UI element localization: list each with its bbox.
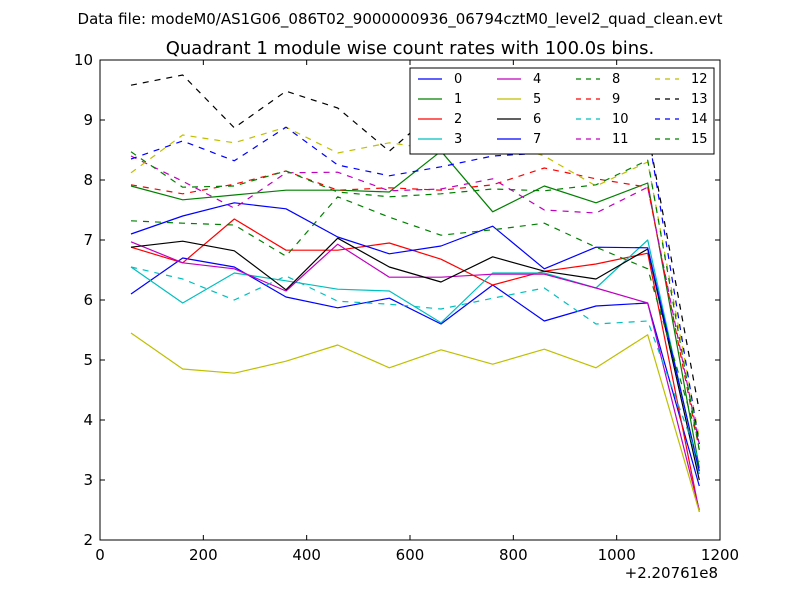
series-line-0 xyxy=(130,257,700,487)
y-tick-label: 8 xyxy=(83,171,93,189)
series-line-5 xyxy=(130,332,700,512)
x-tick-label: 1200 xyxy=(701,546,739,564)
legend-item-11: 11 xyxy=(576,132,629,147)
legend-label: 8 xyxy=(612,72,620,87)
legend-label: 14 xyxy=(691,112,708,127)
series-line-7 xyxy=(130,202,700,472)
legend-item-1: 1 xyxy=(418,92,462,107)
x-tick-label: 1000 xyxy=(598,546,636,564)
legend-item-15: 15 xyxy=(655,132,708,147)
legend-label: 3 xyxy=(454,132,462,147)
legend-item-2: 2 xyxy=(418,112,462,127)
series-line-14 xyxy=(130,119,700,445)
chart-title: Quadrant 1 module wise count rates with … xyxy=(166,38,655,59)
series-line-8 xyxy=(130,196,700,445)
legend-item-10: 10 xyxy=(576,112,629,127)
legend-label: 5 xyxy=(533,92,541,107)
legend-item-13: 13 xyxy=(655,92,708,107)
legend-label: 9 xyxy=(612,92,620,107)
series-line-9 xyxy=(130,167,700,451)
legend-item-14: 14 xyxy=(655,112,708,127)
legend-box xyxy=(409,67,715,155)
legend-item-12: 12 xyxy=(655,72,708,87)
legend-label: 13 xyxy=(691,92,708,107)
chart-suptitle: Data file: modeM0/AS1G06_086T02_90000009… xyxy=(78,10,723,29)
y-tick-label: 4 xyxy=(83,411,93,429)
series-line-15 xyxy=(130,151,700,451)
series-line-10 xyxy=(130,266,700,463)
legend-item-4: 4 xyxy=(497,72,541,87)
y-tick-label: 7 xyxy=(83,231,93,249)
series-line-11 xyxy=(130,155,700,445)
legend-label: 12 xyxy=(691,72,708,87)
y-tick-label: 10 xyxy=(74,51,93,69)
series-line-1 xyxy=(130,150,700,469)
legend-item-9: 9 xyxy=(576,92,620,107)
y-tick-label: 3 xyxy=(83,471,93,489)
legend-label: 2 xyxy=(454,112,462,127)
legend-label: 11 xyxy=(612,132,629,147)
legend-item-8: 8 xyxy=(576,72,620,87)
x-tick-label: 200 xyxy=(189,546,218,564)
series-line-2 xyxy=(130,218,700,512)
series-lines xyxy=(130,74,700,512)
legend-label: 1 xyxy=(454,92,462,107)
series-line-4 xyxy=(130,241,700,511)
x-tick-label: 0 xyxy=(95,546,105,564)
legend-label: 7 xyxy=(533,132,541,147)
legend-label: 4 xyxy=(533,72,541,87)
legend-item-5: 5 xyxy=(497,92,541,107)
y-tick-label: 9 xyxy=(83,111,93,129)
y-tick-label: 6 xyxy=(83,291,93,309)
y-tick-label: 2 xyxy=(83,531,93,549)
legend-item-0: 0 xyxy=(418,72,462,87)
legend-item-6: 6 xyxy=(497,112,541,127)
y-tick-label: 5 xyxy=(83,351,93,369)
legend-label: 6 xyxy=(533,112,541,127)
series-line-12 xyxy=(130,126,700,439)
legend-item-7: 7 xyxy=(497,132,541,147)
legend-item-3: 3 xyxy=(418,132,462,147)
legend-label: 0 xyxy=(454,72,462,87)
x-tick-label: 600 xyxy=(396,546,425,564)
legend-label: 15 xyxy=(691,132,708,147)
x-axis-offset-label: +2.20761e8 xyxy=(625,564,718,582)
legend-label: 10 xyxy=(612,112,629,127)
x-tick-label: 400 xyxy=(292,546,321,564)
series-line-6 xyxy=(130,237,700,481)
x-tick-label: 800 xyxy=(499,546,528,564)
plot-area: 0 200 400 600 800 1000 12002345678910012345678… xyxy=(74,51,739,564)
